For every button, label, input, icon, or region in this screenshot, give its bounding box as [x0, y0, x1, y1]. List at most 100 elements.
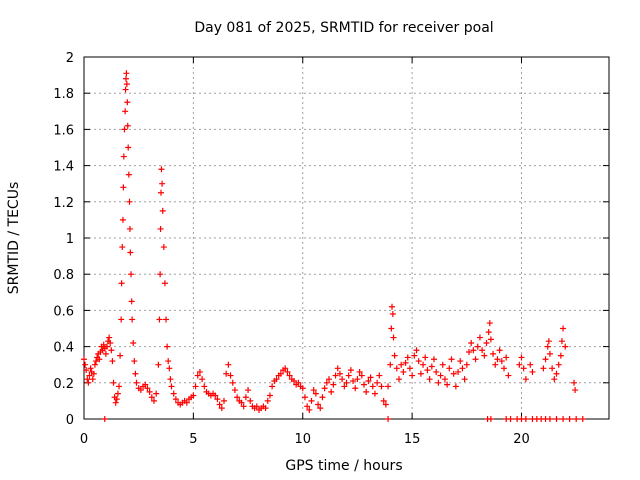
data-point: [522, 376, 529, 383]
data-point: [486, 320, 493, 327]
data-point: [168, 383, 175, 390]
data-point: [378, 383, 385, 390]
data-point: [319, 394, 326, 401]
data-point: [291, 377, 297, 384]
y-tick-label: 1.4: [53, 160, 74, 175]
data-point: [518, 354, 525, 361]
data-point: [367, 374, 374, 381]
data-point: [463, 361, 470, 368]
x-axis-ticks: 0 5 10 15 20: [80, 57, 530, 447]
data-point: [498, 358, 505, 365]
data-point: [339, 376, 346, 383]
x-tick-label: 20: [513, 432, 530, 447]
data-point: [428, 363, 435, 370]
y-tick-label: 1.8: [53, 87, 74, 102]
data-point: [101, 416, 108, 422]
data-points: [81, 70, 586, 422]
data-point: [385, 383, 392, 390]
data-point: [158, 189, 164, 196]
data-point: [374, 379, 381, 386]
data-point: [231, 387, 238, 394]
y-tick-label: 0.2: [53, 377, 74, 392]
data-point: [163, 316, 170, 323]
data-point: [223, 370, 230, 377]
data-point: [560, 416, 567, 422]
data-point: [417, 370, 424, 377]
data-point: [151, 397, 157, 404]
data-point: [380, 397, 387, 404]
data-point: [117, 352, 124, 359]
data-point: [144, 385, 151, 392]
data-point: [107, 339, 114, 346]
data-point: [127, 249, 134, 256]
data-point: [330, 381, 337, 388]
data-point: [157, 225, 164, 232]
data-point: [130, 339, 137, 346]
data-point: [82, 361, 89, 368]
x-tick-label: 0: [80, 432, 88, 447]
data-point: [452, 383, 459, 390]
data-point: [487, 336, 494, 343]
x-tick-label: 15: [404, 432, 421, 447]
x-tick-label: 10: [294, 432, 311, 447]
data-point: [516, 361, 523, 368]
data-point: [450, 370, 457, 377]
data-point: [551, 376, 558, 383]
data-point: [312, 390, 319, 397]
data-point: [341, 383, 348, 390]
data-point: [124, 99, 131, 106]
data-point: [190, 392, 197, 399]
data-point: [301, 394, 308, 401]
data-point: [129, 316, 136, 323]
data-point: [153, 390, 160, 397]
data-point: [192, 383, 199, 390]
data-point: [406, 365, 413, 372]
data-point: [90, 370, 97, 377]
data-point: [411, 352, 418, 359]
data-point: [125, 171, 132, 178]
data-point: [282, 365, 289, 372]
data-point: [120, 184, 127, 191]
data-point: [89, 376, 96, 383]
data-point: [119, 216, 126, 223]
data-point: [336, 370, 343, 377]
data-point: [415, 358, 422, 365]
data-point: [332, 372, 339, 379]
data-point: [398, 361, 405, 368]
data-point: [240, 403, 247, 410]
data-point: [128, 271, 135, 278]
data-point: [118, 280, 125, 287]
data-point: [317, 405, 324, 412]
data-point: [496, 347, 503, 354]
data-point: [164, 343, 171, 350]
data-point: [522, 416, 529, 422]
x-axis-label: GPS time / hours: [285, 458, 402, 474]
data-point: [441, 376, 448, 383]
data-point: [472, 356, 479, 363]
data-point: [553, 416, 560, 422]
data-point: [262, 405, 269, 412]
data-point: [433, 368, 440, 375]
data-point: [345, 372, 352, 379]
data-point: [132, 370, 139, 377]
data-point: [354, 376, 361, 383]
data-point: [479, 347, 486, 354]
data-point: [448, 356, 455, 363]
data-point: [114, 390, 121, 397]
data-point: [304, 403, 311, 410]
data-point: [422, 354, 429, 361]
data-point: [391, 352, 398, 359]
data-point: [212, 392, 219, 399]
data-point: [310, 387, 317, 394]
data-point: [481, 352, 488, 359]
data-point: [424, 367, 431, 374]
data-point: [196, 368, 203, 375]
data-point: [84, 376, 91, 383]
data-point: [347, 367, 354, 374]
data-point: [96, 356, 103, 363]
data-point: [100, 341, 107, 348]
data-point: [505, 372, 512, 379]
data-point: [439, 361, 446, 368]
data-point: [299, 385, 306, 392]
data-point: [545, 338, 552, 345]
